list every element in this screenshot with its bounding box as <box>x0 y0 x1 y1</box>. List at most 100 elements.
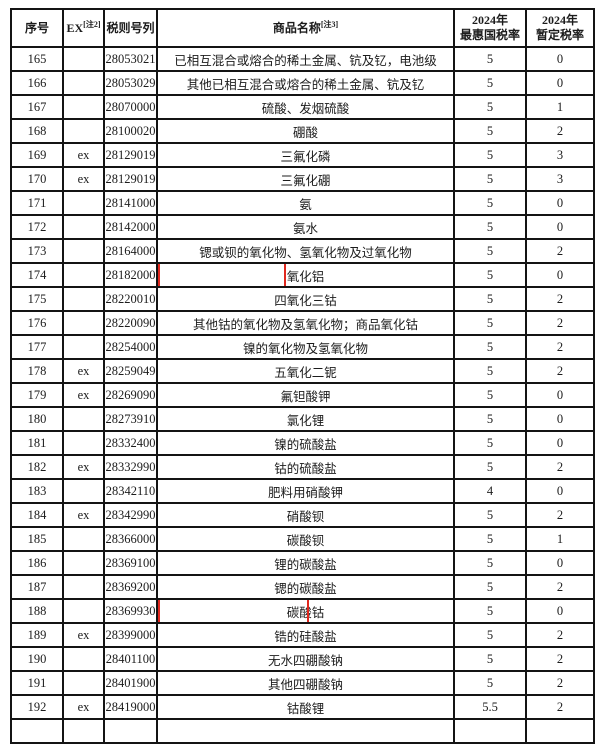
serial-number-cell: 192 <box>10 694 64 720</box>
ex-flag-cell: ex <box>62 694 105 720</box>
table-row: 166 28053029 其他已相互混合或熔合的稀土金属、钪及钇 5 0 <box>10 70 595 96</box>
tariff-code-cell: 28366000 <box>103 526 158 552</box>
table-row: 168 28100020 硼酸 5 2 <box>10 118 595 144</box>
col-header-serial-number-label: 序号 <box>24 20 49 35</box>
product-name-cell: 锶的碳酸盐 <box>156 574 455 600</box>
table-row: 187 28369200 锶的碳酸盐 5 2 <box>10 574 595 600</box>
provisional-rate-cell: 0 <box>525 46 595 72</box>
serial-number-cell: 180 <box>10 406 64 432</box>
provisional-rate-cell: 1 <box>525 94 595 120</box>
product-name-cell: 三氟化磷 <box>156 142 455 168</box>
mfn-rate-cell: 5 <box>453 46 527 72</box>
mfn-rate-cell: 5 <box>453 214 527 240</box>
serial-number-cell: 182 <box>10 454 64 480</box>
provisional-rate-cell-empty <box>525 718 595 744</box>
provisional-rate-cell: 0 <box>525 478 595 504</box>
product-name-cell: 无水四硼酸钠 <box>156 646 455 672</box>
provisional-rate-cell: 2 <box>525 238 595 264</box>
provisional-rate-cell: 2 <box>525 502 595 528</box>
table-row: 167 28070000 硫酸、发烟硫酸 5 1 <box>10 94 595 120</box>
tariff-code-cell: 28220010 <box>103 286 158 312</box>
provisional-rate-cell: 2 <box>525 310 595 336</box>
ex-flag-cell: ex <box>62 622 105 648</box>
serial-number-cell: 188 <box>10 598 64 624</box>
provisional-rate-cell: 2 <box>525 286 595 312</box>
provisional-rate-cell: 3 <box>525 166 595 192</box>
table-row: 174 28182000 氧化铝 5 0 <box>10 262 595 288</box>
provisional-rate-cell: 0 <box>525 70 595 96</box>
tariff-code-cell: 28100020 <box>103 118 158 144</box>
provisional-rate-cell: 0 <box>525 382 595 408</box>
tariff-code-cell: 28369200 <box>103 574 158 600</box>
ex-flag-cell: ex <box>62 142 105 168</box>
table-row: 189 ex 28399000 锆的硅酸盐 5 2 <box>10 622 595 648</box>
product-name-cell: 氯化锂 <box>156 406 455 432</box>
ex-flag-cell <box>62 598 105 624</box>
mfn-rate-cell: 5 <box>453 190 527 216</box>
product-name-cell: 碳酸钴 <box>156 598 455 624</box>
serial-number-cell: 173 <box>10 238 64 264</box>
ex-flag-cell <box>62 574 105 600</box>
mfn-rate-cell: 5.5 <box>453 694 527 720</box>
col-header-ex-note: [注2] <box>83 19 101 29</box>
table-row: 177 28254000 镍的氧化物及氢氧化物 5 2 <box>10 334 595 360</box>
mfn-rate-cell: 5 <box>453 94 527 120</box>
mfn-rate-cell: 5 <box>453 70 527 96</box>
mfn-rate-cell: 5 <box>453 598 527 624</box>
ex-flag-cell: ex <box>62 358 105 384</box>
product-name-cell: 锶或钡的氧化物、氢氧化物及过氧化物 <box>156 238 455 264</box>
mfn-rate-cell: 5 <box>453 310 527 336</box>
col-header-mfn-rate-line2: 最惠国税率 <box>459 28 520 42</box>
provisional-rate-cell: 2 <box>525 622 595 648</box>
mfn-rate-cell: 5 <box>453 334 527 360</box>
tariff-code-cell: 28053021 <box>103 46 158 72</box>
col-header-serial-number: 序号 <box>10 8 64 48</box>
mfn-rate-cell-empty <box>453 718 527 744</box>
tariff-code-cell: 28129019 <box>103 142 158 168</box>
ex-flag-cell <box>62 334 105 360</box>
serial-number-cell: 190 <box>10 646 64 672</box>
mfn-rate-cell: 5 <box>453 118 527 144</box>
serial-number-cell: 186 <box>10 550 64 576</box>
tariff-code-cell: 28401900 <box>103 670 158 696</box>
table-row: 188 28369930 碳酸钴 5 0 <box>10 598 595 624</box>
table-row: 170 ex 28129019 三氟化硼 5 3 <box>10 166 595 192</box>
table-row: 184 ex 28342990 硝酸钡 5 2 <box>10 502 595 528</box>
ex-flag-cell <box>62 478 105 504</box>
table-row: 172 28142000 氨水 5 0 <box>10 214 595 240</box>
product-name-cell-empty <box>156 718 455 744</box>
col-header-mfn-rate-line1: 2024年 <box>471 13 508 27</box>
ex-flag-cell: ex <box>62 454 105 480</box>
table-row: 175 28220010 四氧化三钴 5 2 <box>10 286 595 312</box>
provisional-rate-cell: 2 <box>525 670 595 696</box>
table-row: 181 28332400 镍的硫酸盐 5 0 <box>10 430 595 456</box>
serial-number-cell: 170 <box>10 166 64 192</box>
serial-number-cell: 179 <box>10 382 64 408</box>
col-header-product-name: 商品名称[注3] <box>156 8 455 48</box>
mfn-rate-cell: 5 <box>453 526 527 552</box>
ex-flag-cell <box>62 70 105 96</box>
product-name-cell: 氨水 <box>156 214 455 240</box>
tariff-code-cell: 28332400 <box>103 430 158 456</box>
product-name-cell: 氟钽酸钾 <box>156 382 455 408</box>
tariff-code-cell: 28369100 <box>103 550 158 576</box>
table-row: 178 ex 28259049 五氧化二铌 5 2 <box>10 358 595 384</box>
tariff-code-cell: 28342990 <box>103 502 158 528</box>
serial-number-cell: 168 <box>10 118 64 144</box>
col-header-provisional-rate: 2024年 暂定税率 <box>525 8 595 48</box>
provisional-rate-cell: 0 <box>525 406 595 432</box>
table-row: 190 28401100 无水四硼酸钠 5 2 <box>10 646 595 672</box>
tariff-code-cell: 28129019 <box>103 166 158 192</box>
col-header-product-name-label: 商品名称 <box>272 20 321 35</box>
tariff-code-cell: 28259049 <box>103 358 158 384</box>
highlighted-product-name: 氧化铝 <box>286 269 325 284</box>
table-row: 180 28273910 氯化锂 5 0 <box>10 406 595 432</box>
col-header-provisional-rate-line1: 2024年 <box>541 13 578 27</box>
tariff-code-cell: 28401100 <box>103 646 158 672</box>
product-name-cell: 硫酸、发烟硫酸 <box>156 94 455 120</box>
table-row: 179 ex 28269090 氟钽酸钾 5 0 <box>10 382 595 408</box>
product-name-cell: 氧化铝 <box>156 262 455 288</box>
provisional-rate-cell: 0 <box>525 598 595 624</box>
tariff-code-cell: 28142000 <box>103 214 158 240</box>
serial-number-cell: 184 <box>10 502 64 528</box>
